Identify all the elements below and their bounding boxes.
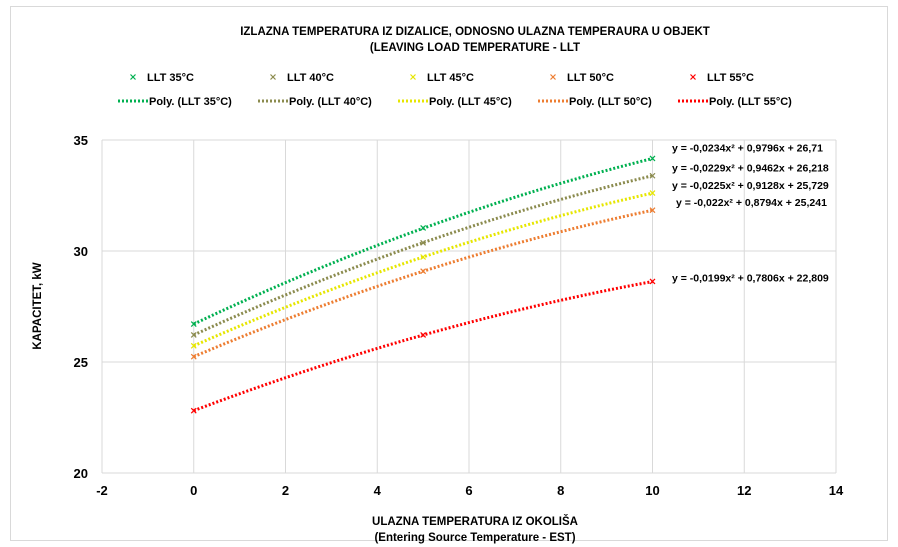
legend-label: Poly. (LLT 35°C) xyxy=(149,96,232,108)
trendline-equation: y = -0,022x² + 0,8794x + 25,241 xyxy=(676,197,827,209)
y-axis-title: KAPACITET, kW xyxy=(32,262,44,349)
chart-title: IZLAZNA TEMPERATURA IZ DIZALICE, ODNOSNO… xyxy=(240,26,710,38)
tick-labels: -2 0 2 4 6 8 10 12 14 20 25 30 35 xyxy=(74,133,844,498)
legend-label: Poly. (LLT 45°C) xyxy=(429,96,512,108)
gridlines xyxy=(101,139,837,474)
x-tick-label: 10 xyxy=(645,483,659,498)
legend-label: Poly. (LLT 40°C) xyxy=(289,96,372,108)
legend-entry-trendline: Poly. (LLT 55°C) xyxy=(678,96,792,108)
legend-label: Poly. (LLT 50°C) xyxy=(569,96,652,108)
legend-label: Poly. (LLT 55°C) xyxy=(709,96,792,108)
trendline-equation: y = -0,0234x² + 0,9796x + 26,71 xyxy=(672,142,823,154)
legend-entry-marker: LLT 35°C xyxy=(130,72,194,84)
legend-label: LLT 55°C xyxy=(707,72,754,84)
data-markers xyxy=(190,155,656,414)
legend-entry-trendline: Poly. (LLT 50°C) xyxy=(538,96,652,108)
trendline-equation: y = -0,0229x² + 0,9462x + 26,218 xyxy=(672,163,829,175)
data-point xyxy=(649,172,656,179)
data-point xyxy=(420,224,427,231)
chart-subtitle: (LEAVING LOAD TEMPERATURE - LLT xyxy=(370,42,580,54)
data-point xyxy=(420,268,427,275)
x-tick-label: 8 xyxy=(557,483,564,498)
legend-entry-marker: LLT 55°C xyxy=(690,72,754,84)
legend-label: LLT 50°C xyxy=(567,72,614,84)
data-point xyxy=(649,278,656,285)
trendline-equation: y = -0,0199x² + 0,7806x + 22,809 xyxy=(672,272,829,284)
data-point xyxy=(420,254,427,260)
legend-entry-marker: LLT 45°C xyxy=(410,72,474,84)
y-tick-label: 30 xyxy=(74,244,88,259)
x-tick-label: 0 xyxy=(190,483,197,498)
data-point xyxy=(649,207,656,214)
legend-entry-trendline: Poly. (LLT 35°C) xyxy=(118,96,232,108)
x-tick-label: 12 xyxy=(737,483,751,498)
legend-label: LLT 45°C xyxy=(427,72,474,84)
y-tick-label: 20 xyxy=(74,466,88,481)
data-point xyxy=(420,239,427,246)
legend-entry-trendline: Poly. (LLT 40°C) xyxy=(258,96,372,108)
trendline-equation: y = -0,0225x² + 0,9128x + 25,729 xyxy=(672,180,829,192)
data-point xyxy=(190,342,197,349)
data-point xyxy=(190,407,197,414)
legend-entry-trendline: Poly. (LLT 45°C) xyxy=(398,96,512,108)
trendline-equations: y = -0,0234x² + 0,9796x + 26,71 y = -0,02… xyxy=(672,142,829,284)
legend: LLT 35°C Poly. (LLT 35°C) LLT 40°C Poly. (L… xyxy=(118,72,792,108)
trendline-3 xyxy=(193,191,653,348)
y-tick-label: 35 xyxy=(74,133,88,148)
x-axis-subtitle: (Entering Source Temperature - EST) xyxy=(374,532,575,544)
x-tick-label: 2 xyxy=(282,483,289,498)
x-tick-label: 4 xyxy=(374,483,382,498)
data-point xyxy=(190,321,197,327)
legend-label: LLT 35°C xyxy=(147,72,194,84)
data-point xyxy=(190,332,197,338)
data-point xyxy=(190,353,197,360)
x-tick-label: 14 xyxy=(829,483,844,498)
x-tick-label: 6 xyxy=(465,483,472,498)
x-axis-title: ULAZNA TEMPERATURA IZ OKOLIŠA xyxy=(372,515,578,528)
data-point xyxy=(420,331,427,338)
y-tick-label: 25 xyxy=(74,355,88,370)
legend-entry-marker: LLT 40°C xyxy=(270,72,334,84)
x-tick-label: -2 xyxy=(96,483,108,498)
legend-entry-marker: LLT 50°C xyxy=(550,72,614,84)
data-point xyxy=(649,155,656,162)
chart-border xyxy=(10,6,888,541)
data-point xyxy=(649,190,656,196)
legend-label: LLT 40°C xyxy=(287,72,334,84)
